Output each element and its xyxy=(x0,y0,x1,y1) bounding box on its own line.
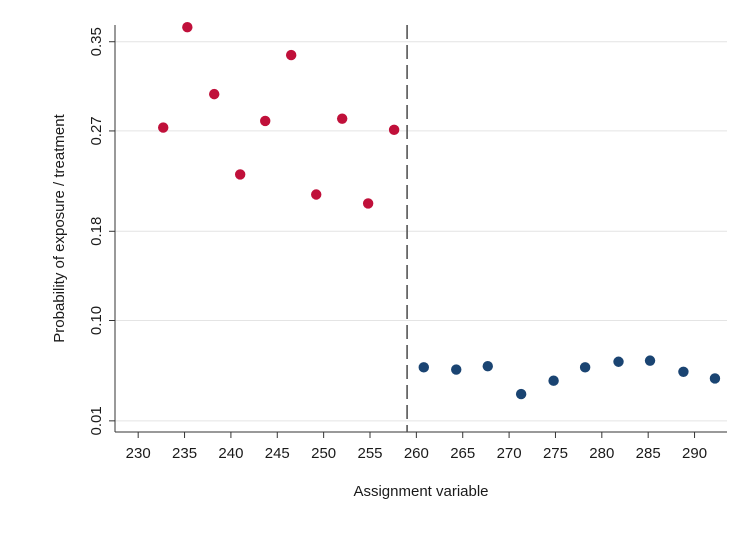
y-tick-label: 0.18 xyxy=(88,217,105,246)
x-axis-title: Assignment variable xyxy=(353,483,488,500)
x-tick-label: 250 xyxy=(311,445,336,462)
data-point xyxy=(482,361,493,372)
x-tick-label: 245 xyxy=(265,445,290,462)
x-tick-label: 260 xyxy=(404,445,429,462)
y-tick-label: 0.35 xyxy=(88,27,105,56)
x-tick-label: 240 xyxy=(218,445,243,462)
data-point xyxy=(451,364,462,375)
data-point xyxy=(418,362,429,373)
data-point xyxy=(644,355,656,366)
y-axis-title: Probability of exposure / treatment xyxy=(51,113,68,342)
x-tick-label: 235 xyxy=(172,445,197,462)
data-point xyxy=(362,198,374,209)
data-point xyxy=(234,169,246,180)
data-point xyxy=(336,113,348,124)
data-point xyxy=(182,22,193,33)
data-point xyxy=(548,375,559,386)
data-point xyxy=(709,373,721,384)
x-tick-label: 280 xyxy=(589,445,614,462)
y-tick-label: 0.27 xyxy=(88,116,105,145)
data-point xyxy=(158,122,169,133)
x-tick-label: 290 xyxy=(682,445,707,462)
x-tick-label: 270 xyxy=(497,445,522,462)
data-point xyxy=(613,356,624,367)
data-point xyxy=(579,362,591,373)
data-point xyxy=(260,115,271,127)
data-point xyxy=(678,366,689,377)
x-tick-label: 265 xyxy=(450,445,475,462)
y-tick-label: 0.01 xyxy=(88,406,105,435)
data-point xyxy=(285,49,297,61)
data-point xyxy=(209,88,220,100)
data-point xyxy=(311,189,322,200)
x-tick-label: 285 xyxy=(636,445,661,462)
data-point xyxy=(515,388,527,400)
y-tick-label: 0.10 xyxy=(88,306,105,335)
x-tick-label: 230 xyxy=(126,445,151,462)
x-tick-label: 255 xyxy=(357,445,382,462)
data-point xyxy=(388,124,400,136)
x-tick-label: 275 xyxy=(543,445,568,462)
